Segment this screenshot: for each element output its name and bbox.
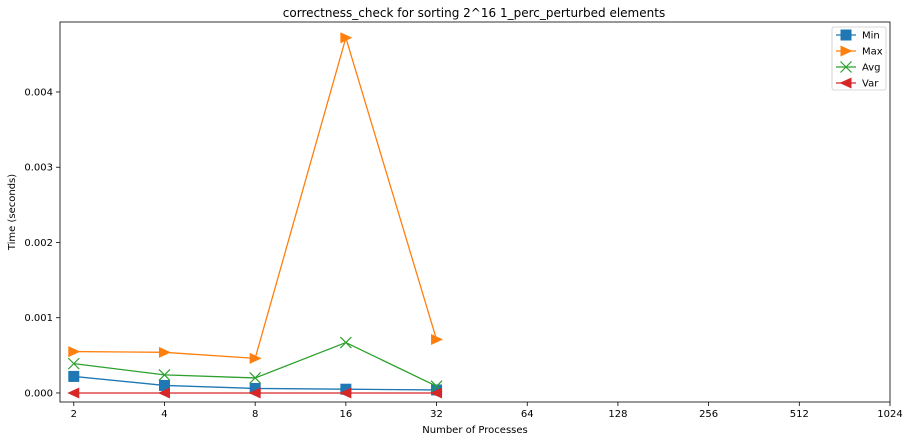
legend-item-min: Min: [836, 29, 880, 42]
legend-marker-avg: [840, 61, 852, 73]
data-point-max: [431, 334, 444, 346]
series-line-max: [73, 35, 438, 360]
series-avg: [67, 336, 443, 393]
legend-marker-max: [840, 45, 853, 57]
legend-marker-min: [840, 29, 852, 41]
legend-box: [831, 26, 887, 91]
y-tick-label: 0.004: [24, 87, 53, 98]
x-axis-label: Number of Processes: [422, 425, 527, 436]
x-tick-label: 128: [608, 409, 627, 420]
x-tick-label: 512: [790, 409, 809, 420]
x-tick-label: 32: [430, 409, 443, 420]
legend-marker-var: [839, 77, 852, 89]
legend-label-min: Min: [862, 31, 880, 42]
y-tick-label: 0.001: [24, 313, 53, 324]
data-point-max: [340, 32, 353, 44]
legend-item-avg: Avg: [836, 61, 881, 74]
legend-label-max: Max: [862, 47, 883, 58]
chart-title: correctness_check for sorting 2^16 1_per…: [283, 6, 665, 20]
data-point-var: [339, 387, 352, 399]
legend-item-max: Max: [836, 45, 883, 58]
x-tick-label: 256: [699, 409, 718, 420]
data-point-avg: [67, 357, 80, 370]
series-layer: [67, 32, 444, 399]
plot-frame: [59, 21, 891, 403]
x-tick-label: 16: [339, 409, 352, 420]
y-axis: 0.000 0.001 0.002 0.003 0.004: [24, 87, 60, 399]
legend: Min Max Avg Var: [831, 26, 887, 91]
x-axis: 2 4 8 16 32 64 128 256 512 1024: [71, 402, 903, 420]
y-tick-label: 0.003: [24, 163, 53, 174]
y-axis-label: Time (seconds): [7, 174, 18, 251]
legend-item-var: Var: [836, 77, 879, 90]
series-var: [67, 387, 443, 399]
data-point-var: [248, 387, 261, 399]
data-point-max: [249, 352, 262, 364]
x-tick-label: 4: [161, 409, 167, 420]
data-point-min: [158, 379, 170, 391]
x-tick-label: 1024: [877, 409, 902, 420]
y-tick-label: 0.000: [24, 388, 53, 399]
x-tick-label: 64: [521, 409, 534, 420]
y-tick-label: 0.002: [24, 238, 53, 249]
data-point-max: [68, 346, 81, 358]
data-point-min: [249, 382, 261, 394]
data-point-var: [67, 387, 80, 399]
data-point-avg: [249, 371, 262, 384]
series-max: [68, 32, 444, 364]
data-point-avg: [339, 336, 352, 349]
data-point-var: [157, 387, 170, 399]
data-point-var: [430, 387, 443, 399]
data-point-min: [340, 383, 352, 395]
x-tick-label: 2: [71, 409, 77, 420]
data-point-avg: [158, 368, 171, 381]
data-point-min: [68, 370, 80, 382]
series-min: [68, 370, 443, 396]
x-tick-label: 8: [252, 409, 258, 420]
legend-label-avg: Avg: [862, 63, 881, 74]
legend-label-var: Var: [862, 79, 879, 90]
data-point-min: [431, 384, 443, 396]
series-line-avg: [73, 341, 437, 387]
data-point-max: [158, 346, 171, 358]
